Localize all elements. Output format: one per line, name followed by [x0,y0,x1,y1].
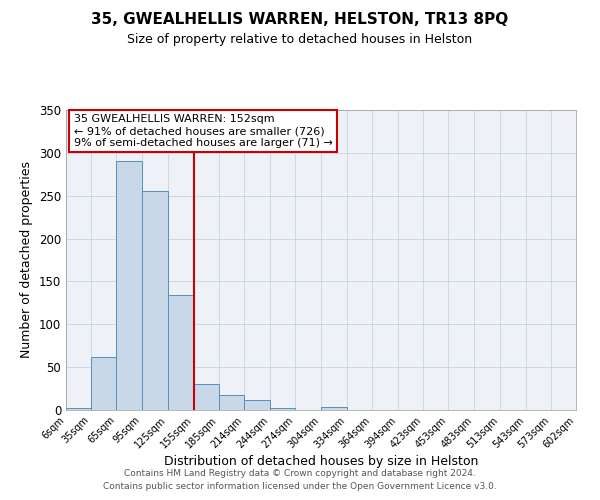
Text: Contains public sector information licensed under the Open Government Licence v3: Contains public sector information licen… [103,482,497,491]
Bar [142,192,168,410]
Y-axis label: Number of detached properties: Number of detached properties [20,162,34,358]
Bar [66,408,91,410]
Text: 35, GWEALHELLIS WARREN, HELSTON, TR13 8PQ: 35, GWEALHELLIS WARREN, HELSTON, TR13 8P… [91,12,509,28]
Text: 35 GWEALHELLIS WARREN: 152sqm
← 91% of detached houses are smaller (726)
9% of s: 35 GWEALHELLIS WARREN: 152sqm ← 91% of d… [74,114,332,148]
Text: Size of property relative to detached houses in Helston: Size of property relative to detached ho… [127,32,473,46]
Bar [219,394,244,410]
Bar [269,408,295,410]
Bar [91,357,116,410]
X-axis label: Distribution of detached houses by size in Helston: Distribution of detached houses by size … [164,456,478,468]
Bar [116,160,142,410]
Bar [193,384,219,410]
Bar [321,406,347,410]
Bar [244,400,269,410]
Bar [168,295,193,410]
Text: Contains HM Land Registry data © Crown copyright and database right 2024.: Contains HM Land Registry data © Crown c… [124,468,476,477]
